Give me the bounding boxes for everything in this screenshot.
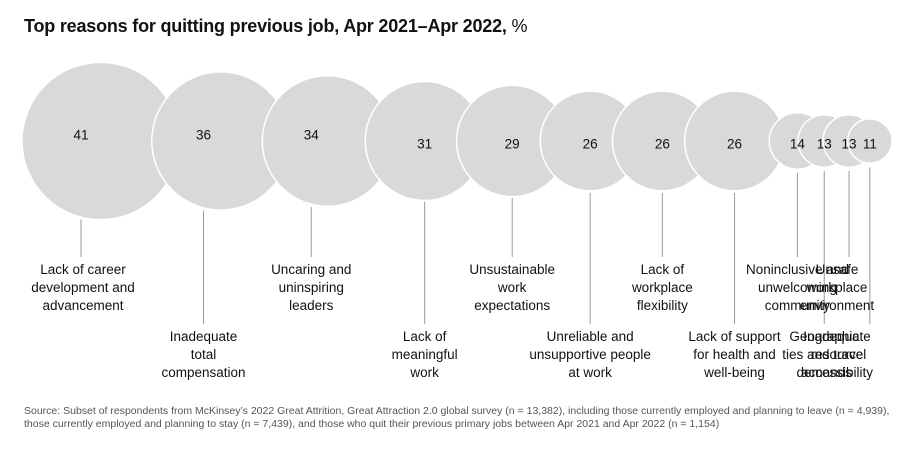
chart-title-unit: % — [511, 16, 528, 36]
bubble-value-label: 11 — [863, 137, 877, 152]
bubble-value-label: 26 — [655, 137, 670, 152]
bubble-value-label: 26 — [583, 137, 598, 152]
bubble-value-label: 26 — [727, 137, 742, 152]
bubble-value-label: 41 — [73, 128, 88, 143]
bubble-value-label: 29 — [505, 137, 520, 152]
category-label: Geographic ties and travel demands — [782, 329, 867, 380]
category-label: Uncaring and uninspiring leaders — [271, 262, 352, 313]
category-label: Lack of meaningful work — [391, 329, 458, 380]
bubble-value-label: 36 — [196, 128, 211, 143]
bubble-value-label: 34 — [304, 128, 320, 143]
category-label: Lack of support for health and well-bein… — [688, 329, 781, 380]
category-label: Unsafe workplace environment — [799, 262, 875, 313]
category-label: Unreliable and unsupportive people at wo… — [529, 329, 651, 380]
category-label: Inadequate total compensation — [161, 329, 246, 380]
category-label: Inadequate resource accessibility — [800, 329, 874, 380]
category-label: Noninclusive and unwelcoming community — [746, 262, 849, 313]
chart-title-text: Top reasons for quitting previous job, A… — [24, 16, 507, 36]
source-note: Source: Subset of respondents from McKin… — [24, 405, 890, 430]
bubble-value-label: 13 — [842, 137, 857, 152]
bubble — [846, 118, 893, 164]
category-label: Lack of workplace flexibility — [631, 262, 693, 313]
category-label: Lack of career development and advanceme… — [31, 262, 135, 313]
category-label: Unsustainable work expectations — [469, 262, 555, 313]
bubble-value-label: 14 — [790, 137, 806, 152]
bubble-value-label: 31 — [417, 137, 432, 152]
bubble-value-label: 13 — [817, 137, 832, 152]
chart-title: Top reasons for quitting previous job, A… — [24, 16, 528, 37]
